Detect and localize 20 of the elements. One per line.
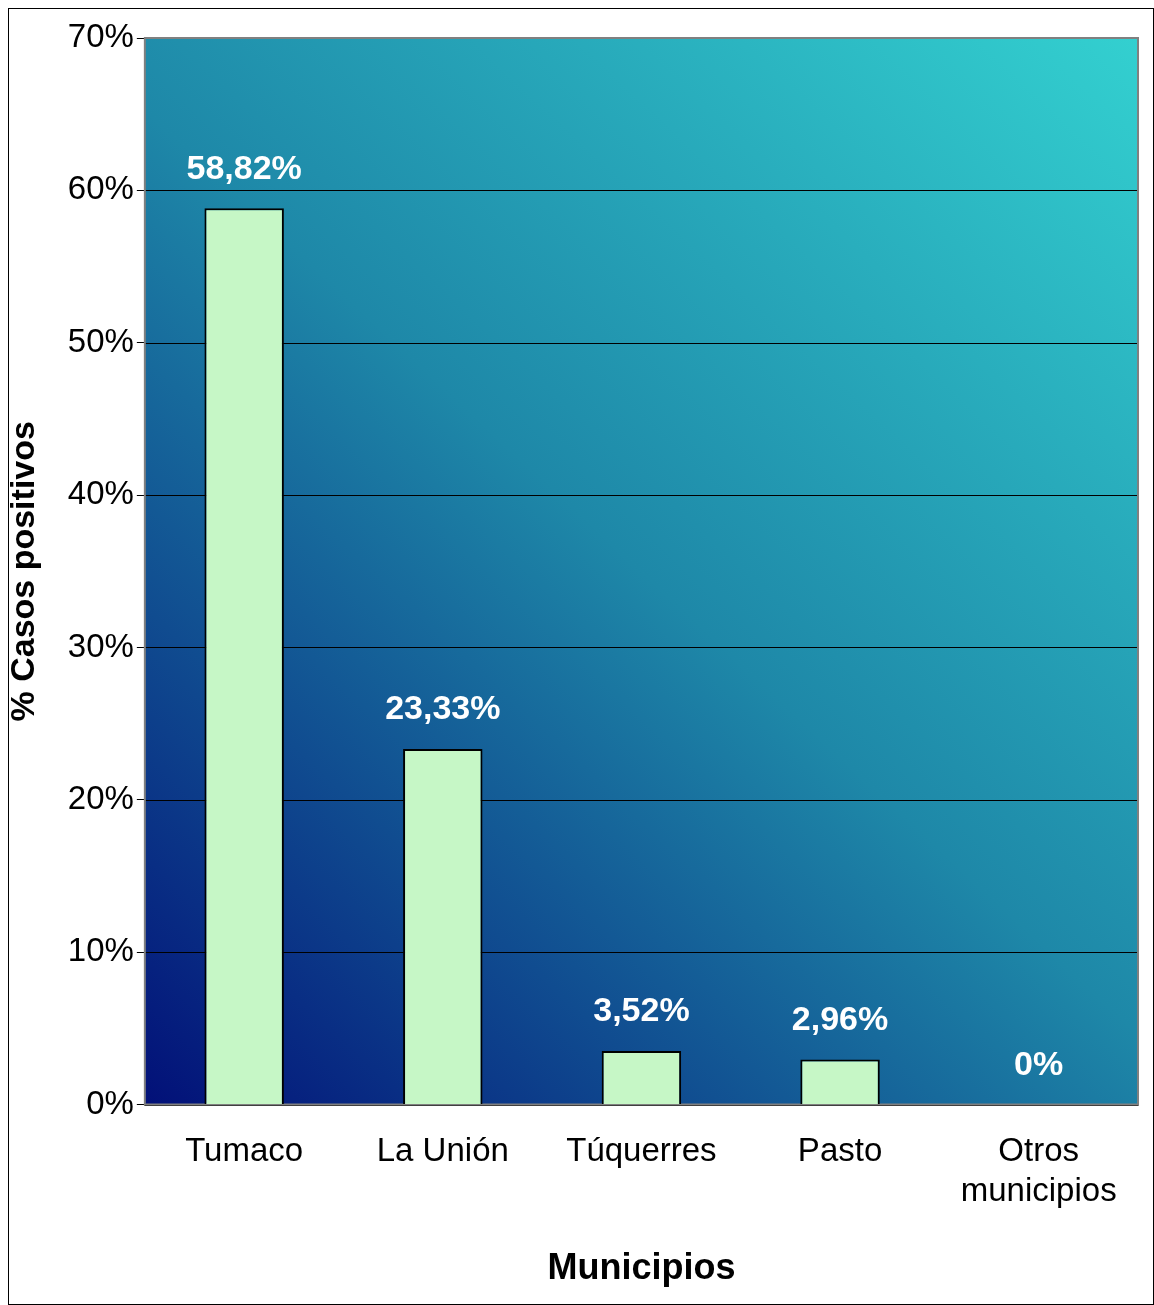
- y-tick-label: 70%: [67, 17, 134, 55]
- x-tick-label: Tumaco: [185, 1131, 304, 1169]
- data-label: 3,52%: [593, 990, 690, 1029]
- data-label: 58,82%: [186, 147, 302, 186]
- data-label: 2,96%: [791, 998, 889, 1037]
- y-tick-label: 10%: [67, 931, 134, 969]
- y-tick-label: 0%: [86, 1083, 134, 1121]
- x-tick-label: Otros municipios: [960, 1131, 1117, 1209]
- y-tick-label: 40%: [67, 474, 134, 512]
- y-tick-label: 20%: [67, 778, 134, 816]
- y-tick-label: 60%: [67, 169, 134, 207]
- y-tick-label: 50%: [67, 321, 134, 359]
- x-axis-title: Municipios: [547, 1246, 736, 1288]
- data-label: 0%: [1014, 1043, 1064, 1082]
- y-tick-label: 30%: [67, 626, 134, 664]
- x-tick-label: Túquerres: [566, 1131, 717, 1169]
- y-axis-title: % Casos positivos: [2, 421, 41, 722]
- x-tick-label: La Unión: [376, 1131, 509, 1169]
- x-tick-label: Pasto: [797, 1131, 883, 1169]
- data-label: 23,33%: [385, 688, 501, 727]
